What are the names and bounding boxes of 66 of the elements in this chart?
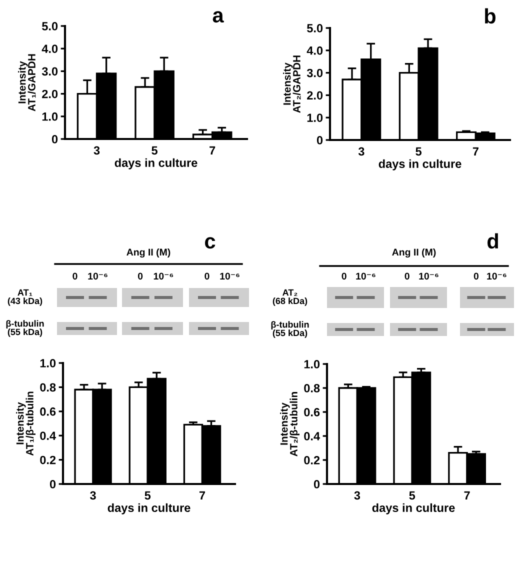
x-tick-label: 5 [416, 147, 422, 156]
y-tick-label: 0 [316, 136, 323, 144]
x-tick-label: 3 [358, 147, 364, 156]
y-tick-label: 4.0 [306, 46, 323, 55]
text: 0 [204, 272, 210, 280]
y-tick-label: 4.0 [42, 44, 58, 53]
y-tick-label: 1.0 [304, 360, 320, 368]
x-tick-label: 7 [199, 491, 205, 500]
text: 0 [138, 272, 143, 280]
y-tick-label: 0.2 [304, 456, 320, 464]
y-tick-label: 0.6 [40, 407, 56, 416]
text: β-tubulin (55 kDa) [271, 321, 309, 338]
chart-title: b [485, 8, 496, 24]
text: Ang II (M) [126, 248, 170, 258]
y-tick-label: 5.0 [307, 24, 323, 32]
x-axis-title: days in culture [372, 503, 455, 514]
x-tick-label: 5 [144, 491, 151, 500]
y-tick-label: 5.0 [42, 22, 58, 30]
text: β-tubulin (55 kDa) [6, 320, 44, 337]
y-axis-title: Intensity AT₂/β-tubulin [280, 392, 300, 456]
x-axis-title: days in culture [378, 159, 462, 170]
text: 10⁻⁶ [220, 272, 240, 280]
text: 10⁻⁶ [88, 272, 108, 280]
y-tick-label: 0.4 [304, 432, 320, 440]
y-tick-label: 0.2 [40, 456, 56, 464]
text: 10⁻⁶ [356, 272, 376, 280]
x-tick-label: 5 [152, 146, 158, 155]
y-axis-title: Intensity AT₂/GAPDH [283, 56, 301, 113]
y-tick-label: 0.4 [40, 432, 56, 440]
x-tick-label: 3 [94, 146, 100, 155]
y-tick-label: 3.0 [306, 68, 323, 78]
y-tick-label: 0 [314, 480, 320, 488]
y-tick-label: 2.0 [42, 90, 58, 98]
y-tick-label: 0.6 [304, 408, 320, 416]
text: Ang II (M) [392, 248, 436, 258]
x-axis-title: days in culture [108, 503, 190, 514]
y-tick-label: 2.0 [307, 91, 323, 100]
x-axis-title: days in culture [114, 158, 198, 170]
text: 10⁻⁶ [419, 272, 438, 280]
y-tick-label: 0.8 [40, 383, 56, 392]
y-tick-label: 1.0 [40, 359, 56, 368]
text: 10⁻⁶ [487, 272, 506, 280]
y-tick-label: 1.0 [42, 112, 58, 121]
y-tick-label: 0.8 [304, 384, 320, 392]
x-tick-label: 7 [472, 147, 478, 156]
text: 0 [72, 272, 78, 280]
x-tick-label: 3 [90, 491, 96, 500]
chart-title: d [487, 233, 498, 249]
x-tick-label: 3 [354, 491, 360, 500]
y-tick-label: 3.0 [42, 67, 58, 76]
text: 0 [342, 272, 346, 280]
text: AT₂ (68 kDa) [272, 289, 308, 306]
y-tick-label: 0 [52, 135, 58, 144]
text: 0 [404, 272, 410, 280]
chart-title: c [205, 237, 216, 249]
y-axis-title: Intensity AT₁/β-tubulin [16, 392, 36, 456]
chart-title: a [212, 11, 224, 23]
y-tick-label: 0 [50, 480, 56, 488]
text: 0 [474, 272, 479, 280]
x-tick-label: 5 [409, 491, 416, 500]
text: 10⁻⁶ [154, 272, 174, 280]
text: AT₁ (43 kDa) [8, 289, 42, 306]
x-tick-label: 7 [464, 491, 470, 500]
y-axis-title: Intensity AT₁/GAPDH [18, 54, 36, 112]
x-tick-label: 7 [210, 146, 216, 154]
y-tick-label: 1.0 [307, 114, 323, 122]
